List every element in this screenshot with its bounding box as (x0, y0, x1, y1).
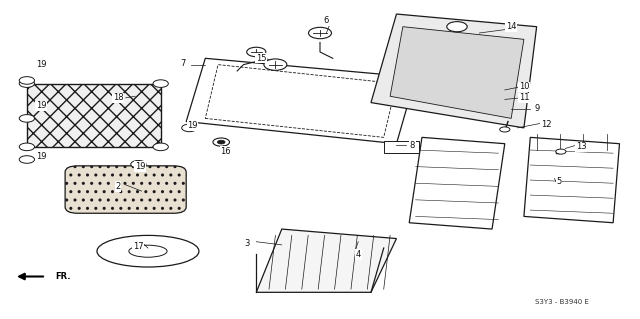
Text: 10: 10 (518, 82, 529, 91)
Text: S3Y3 - B3940 E: S3Y3 - B3940 E (535, 299, 589, 305)
Ellipse shape (97, 235, 199, 267)
Circle shape (218, 140, 225, 144)
Text: 15: 15 (256, 54, 267, 63)
Text: 16: 16 (220, 147, 231, 156)
Text: 19: 19 (188, 121, 198, 130)
Text: 17: 17 (133, 242, 144, 251)
Circle shape (213, 138, 230, 146)
Circle shape (182, 124, 197, 132)
Text: 19: 19 (36, 152, 46, 161)
Text: 2: 2 (115, 182, 120, 191)
Text: 7: 7 (180, 59, 186, 68)
FancyBboxPatch shape (27, 84, 161, 147)
Polygon shape (186, 58, 415, 144)
Ellipse shape (129, 245, 167, 257)
Text: 5: 5 (556, 177, 561, 186)
Text: FR.: FR. (56, 272, 71, 281)
Text: 4: 4 (356, 250, 361, 259)
Text: 19: 19 (36, 60, 46, 69)
Text: 18: 18 (113, 93, 124, 102)
Text: 14: 14 (506, 22, 516, 31)
Circle shape (556, 149, 566, 154)
Circle shape (153, 143, 168, 151)
Circle shape (447, 22, 467, 32)
Circle shape (264, 59, 287, 70)
Text: 9: 9 (534, 104, 540, 113)
Circle shape (153, 80, 168, 87)
Text: 12: 12 (541, 120, 552, 129)
FancyBboxPatch shape (65, 166, 186, 213)
Polygon shape (371, 14, 537, 128)
Polygon shape (524, 137, 620, 223)
Circle shape (308, 27, 332, 39)
Text: 3: 3 (244, 239, 250, 248)
Circle shape (131, 160, 146, 168)
FancyBboxPatch shape (384, 141, 419, 153)
Text: 13: 13 (576, 142, 587, 151)
Polygon shape (256, 229, 396, 292)
Circle shape (19, 77, 35, 84)
Text: 8: 8 (410, 141, 415, 150)
Text: 11: 11 (518, 93, 529, 102)
Text: 19: 19 (135, 162, 145, 171)
Text: 19: 19 (36, 101, 46, 110)
Circle shape (500, 127, 510, 132)
Polygon shape (409, 137, 505, 229)
Circle shape (19, 80, 35, 87)
Circle shape (246, 47, 266, 57)
Polygon shape (390, 27, 524, 118)
Circle shape (19, 115, 35, 122)
Circle shape (19, 143, 35, 151)
Circle shape (19, 156, 35, 163)
Text: 6: 6 (324, 16, 329, 25)
